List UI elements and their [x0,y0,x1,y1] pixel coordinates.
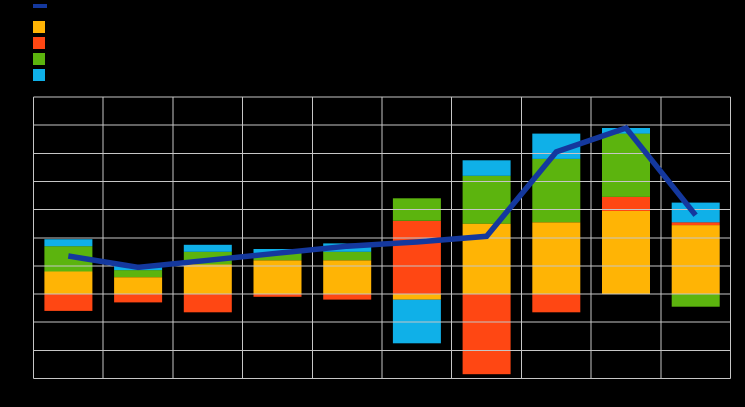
bar-segment-amber [392,294,441,300]
bar-segment-cyan [462,160,511,176]
bar-segment-orange-red [671,222,720,226]
bar-segment-green [323,251,372,261]
bar-segment-orange-red [114,294,163,303]
bar-segment-cyan [392,299,441,344]
bar-segment-green [671,294,720,307]
legend-swatch-navy-line [33,4,47,8]
bar-segment-amber [671,225,720,295]
legend-swatch-amber [33,21,45,33]
bar-segment-amber [323,260,372,295]
bar-segment-orange-red [392,220,441,295]
bar-segment-amber [602,211,650,294]
legend-swatch-cyan [33,69,45,81]
legend-swatch-green [33,53,45,65]
bar-segment-amber [532,222,581,295]
bar-segment-green [602,133,650,197]
bar-segment-orange-red [462,294,511,375]
bar-segment-orange-red [44,294,93,311]
bar-segment-amber [44,271,93,294]
bar-segment-amber [114,277,163,295]
bar-segment-green [114,270,163,278]
bar-segment-orange-red [532,294,581,313]
bar-segment-amber [183,264,232,295]
legend-swatch-orange-red [33,37,45,49]
bar-segment-orange-red [323,294,372,300]
bar-segment-orange-red [253,294,302,297]
trend-line-navy-line [67,124,698,271]
chart-legend [33,4,47,85]
bar-segment-orange-red [183,294,232,313]
bar-segment-orange-red [602,196,650,211]
bar-segment-cyan [44,239,93,247]
bar-segment-amber [253,260,302,295]
bar-segment-cyan [183,244,232,252]
bar-segment-green [253,253,302,261]
